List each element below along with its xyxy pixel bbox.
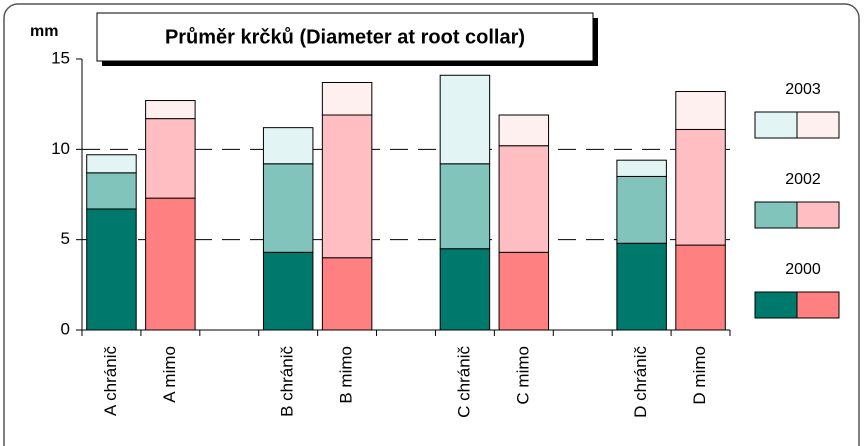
- chart-title: Průměr krčků (Diameter at root collar): [165, 26, 525, 48]
- bar-segment: [498, 251, 550, 331]
- bar-segment: [616, 175, 667, 244]
- bar-segment: [675, 244, 726, 331]
- legend-label: 2000: [785, 261, 821, 278]
- bar-segment: [675, 128, 726, 246]
- frame: [3, 3, 860, 446]
- bar-segment: [86, 172, 137, 210]
- bar-segment: [498, 114, 550, 147]
- bar-segment: [439, 163, 491, 250]
- legend-swatch: [754, 111, 798, 139]
- bar-segment: [145, 100, 196, 120]
- legend-swatch: [754, 291, 798, 319]
- bar-segment: [616, 159, 667, 177]
- bar-segment: [439, 248, 491, 331]
- legend-label: 2003: [785, 81, 821, 98]
- bar-segment: [86, 208, 137, 331]
- x-tick-label: B chránič: [278, 346, 297, 417]
- bar-segment: [616, 242, 667, 331]
- x-tick-label: D chránič: [631, 346, 650, 418]
- bar-segment: [439, 74, 491, 165]
- bar-segment: [86, 154, 137, 174]
- y-tick-label: 10: [51, 139, 70, 158]
- bar-segment: [262, 127, 314, 165]
- bar-segment: [262, 251, 314, 331]
- y-axis-label: mm: [30, 23, 58, 40]
- y-tick-label: 5: [61, 229, 70, 248]
- bar-segment: [262, 163, 314, 253]
- bar-segment: [321, 114, 373, 259]
- x-tick-label: A mimo: [160, 346, 179, 403]
- x-tick-label: A chránič: [101, 346, 120, 416]
- legend-swatch: [754, 201, 798, 229]
- title-box: [96, 12, 594, 62]
- legend-swatch: [796, 201, 840, 229]
- x-tick-label: B mimo: [337, 346, 356, 404]
- bar-segment: [675, 91, 726, 130]
- bar-segment: [145, 118, 196, 199]
- legend-swatch: [796, 111, 840, 139]
- legend-label: 2002: [785, 171, 821, 188]
- bar-segment: [498, 145, 550, 253]
- legend-swatch: [796, 291, 840, 319]
- x-tick-label: C chránič: [454, 346, 473, 418]
- bar-segment: [321, 257, 373, 331]
- x-tick-label: C mimo: [513, 346, 532, 405]
- y-tick-label: 15: [51, 48, 70, 67]
- y-tick-label: 0: [61, 319, 70, 338]
- bar-segment: [145, 197, 196, 331]
- x-tick-label: D mimo: [690, 346, 709, 405]
- bar-segment: [321, 81, 373, 116]
